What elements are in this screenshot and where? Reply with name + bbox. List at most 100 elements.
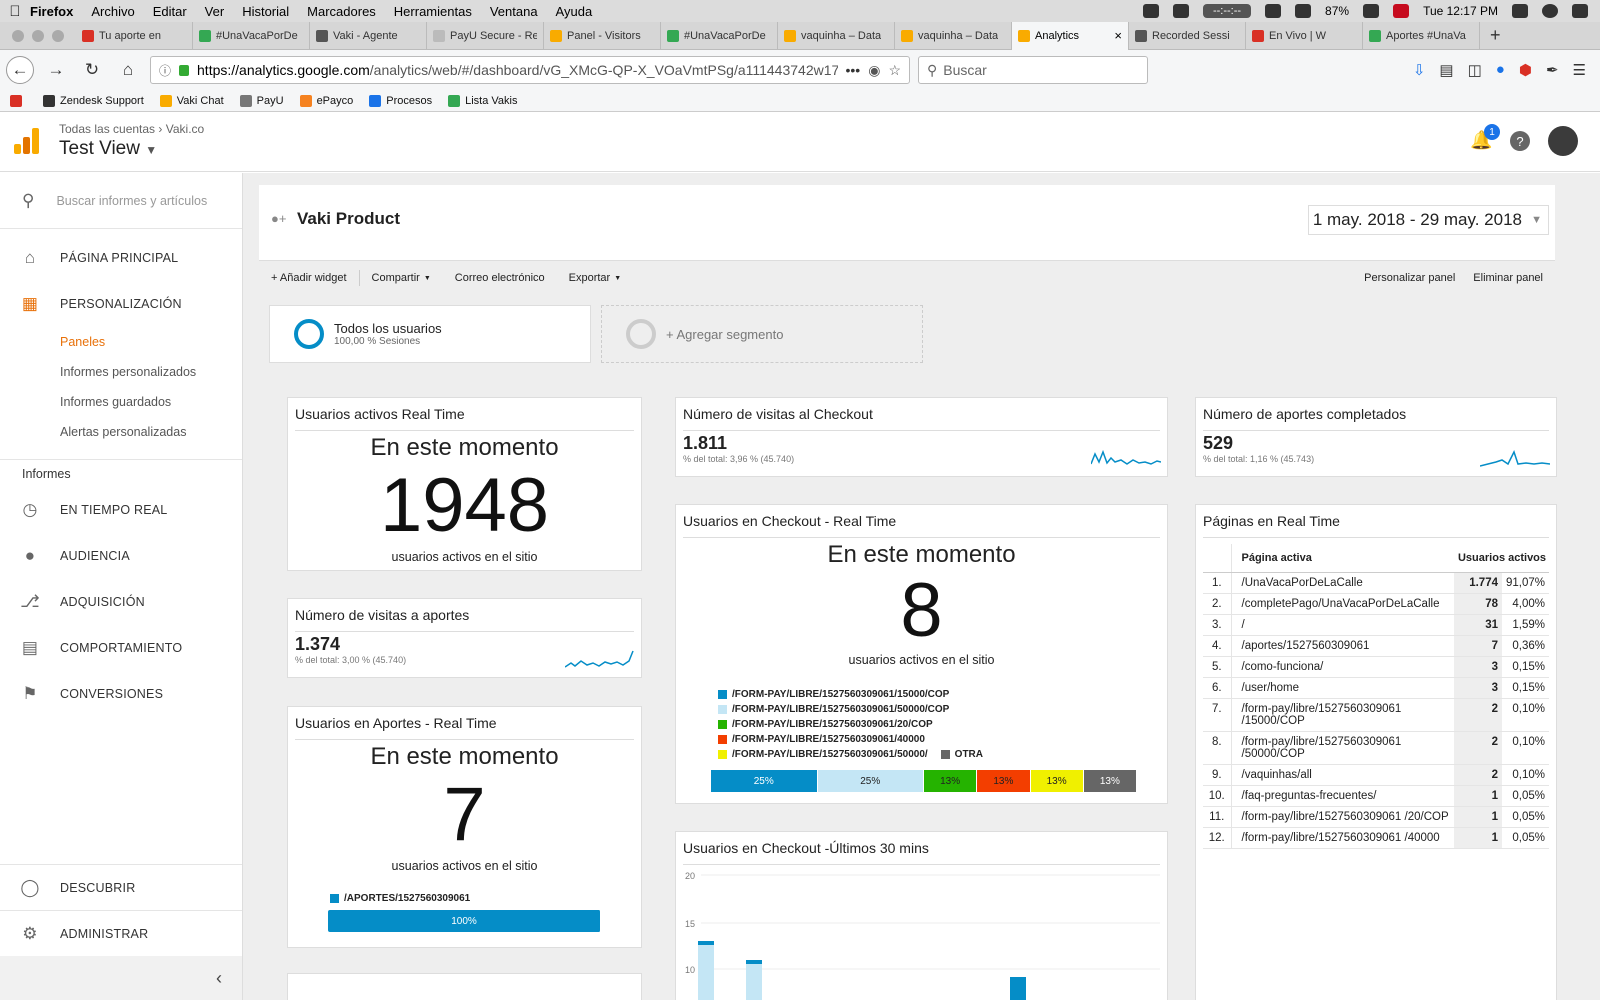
sidebar-icon[interactable]: ◫ bbox=[1467, 62, 1482, 79]
person-add-icon[interactable]: ●+ bbox=[271, 211, 287, 226]
row-page[interactable]: /vaquinhas/all bbox=[1231, 764, 1454, 786]
bookmark-item[interactable]: PayU bbox=[239, 94, 284, 107]
export-button[interactable]: Exportar ▼ bbox=[568, 272, 622, 284]
date-range-picker[interactable]: 1 may. 2018 - 29 may. 2018 ▼ bbox=[1307, 205, 1549, 235]
adblock-icon[interactable]: ⬢ bbox=[1518, 62, 1532, 79]
menu-icon[interactable]: ☰ bbox=[1572, 62, 1586, 79]
browser-tab[interactable]: vaquinha – Data bbox=[778, 21, 895, 50]
table-row[interactable]: 7./form-pay/libre/1527560309061 /15000/C… bbox=[1203, 698, 1549, 732]
customize-dashboard-button[interactable]: Personalizar panel bbox=[1364, 272, 1456, 284]
browser-tab[interactable]: En Vivo | W bbox=[1246, 21, 1363, 50]
share-button[interactable]: Compartir ▼ bbox=[371, 272, 431, 284]
table-row[interactable]: 2./completePago/UnaVacaPorDeLaCalle 78 4,0… bbox=[1203, 593, 1549, 615]
row-page[interactable]: /form-pay/libre/1527560309061 /40000 bbox=[1231, 827, 1454, 849]
add-widget-button[interactable]: + Añadir widget bbox=[271, 270, 360, 286]
browser-tab[interactable]: vaquinha – Data bbox=[895, 21, 1012, 50]
page-actions-icon[interactable]: ••• bbox=[845, 62, 861, 78]
avatar[interactable] bbox=[1548, 126, 1578, 156]
library-icon[interactable]: ▤ bbox=[1439, 62, 1454, 79]
table-row[interactable]: 9./vaquinhas/all 2 0,10% bbox=[1203, 764, 1549, 786]
row-page[interactable]: /como-funciona/ bbox=[1231, 656, 1454, 678]
battery-icon[interactable] bbox=[1363, 4, 1380, 18]
browser-tab[interactable]: Recorded Sessi bbox=[1129, 21, 1246, 50]
col-page[interactable]: Página activa bbox=[1231, 544, 1454, 573]
sidebar-sub-custom-alerts[interactable]: Alertas personalizadas bbox=[60, 425, 187, 439]
browser-tab[interactable]: Analytics × bbox=[1012, 21, 1129, 50]
battery-percent[interactable]: 87% bbox=[1325, 4, 1350, 18]
sidebar-sub-dashboards[interactable]: Paneles bbox=[60, 335, 106, 349]
volume-icon[interactable] bbox=[1295, 4, 1312, 18]
bookmark-item[interactable] bbox=[10, 94, 27, 107]
home-icon[interactable]: ⌂ bbox=[122, 60, 134, 79]
wifi-icon[interactable] bbox=[1265, 4, 1282, 18]
back-button[interactable]: ← bbox=[6, 56, 34, 84]
status-app-icon[interactable] bbox=[1172, 4, 1189, 18]
view-selector[interactable]: Test View ▼ bbox=[59, 138, 158, 159]
browser-tab[interactable]: Tu aporte en bbox=[76, 21, 193, 50]
reload-button[interactable]: ↻ bbox=[84, 60, 100, 79]
sidebar-item-customization[interactable]: ▦ PERSONALIZACIÓN bbox=[21, 294, 182, 313]
clock[interactable]: Tue 12:17 PM bbox=[1423, 4, 1498, 18]
flag-icon[interactable] bbox=[1393, 4, 1410, 18]
add-segment-button[interactable]: + Agregar segmento bbox=[601, 305, 923, 363]
record-icon[interactable] bbox=[1142, 4, 1159, 18]
sidebar-item-admin[interactable]: ⚙ ADMINISTRAR bbox=[0, 910, 242, 956]
menu-ventana[interactable]: Ventana bbox=[489, 3, 538, 19]
bookmark-item[interactable]: Procesos bbox=[369, 94, 432, 107]
spotlight-icon[interactable] bbox=[1512, 4, 1528, 18]
sidebar-item-behavior[interactable]: ▤ COMPORTAMIENTO bbox=[21, 638, 183, 657]
minimize-window-button[interactable] bbox=[32, 29, 44, 42]
delete-dashboard-button[interactable]: Eliminar panel bbox=[1473, 272, 1543, 284]
bookmark-item[interactable]: Lista Vakis bbox=[448, 94, 518, 107]
apple-icon[interactable]:  bbox=[0, 3, 30, 20]
sidebar-item-audience[interactable]: ● AUDIENCIA bbox=[0, 533, 242, 579]
extension-icon[interactable]: ● bbox=[1495, 61, 1505, 78]
report-search-input[interactable]: ⚲ Buscar informes y artículos bbox=[0, 173, 242, 229]
table-row[interactable]: 10./faq-preguntas-frecuentes/1 0,05% bbox=[1203, 785, 1549, 807]
browser-tab[interactable]: #UnaVacaPorDe bbox=[661, 21, 778, 50]
table-row[interactable]: 3./31 1,59% bbox=[1203, 614, 1549, 636]
eyedropper-icon[interactable]: ✒ bbox=[1545, 62, 1559, 79]
sidebar-item-acquisition[interactable]: ⎇ ADQUISICIÓN bbox=[20, 592, 145, 611]
info-icon[interactable]: ⓘ bbox=[159, 63, 172, 78]
close-tab-icon[interactable]: × bbox=[1114, 28, 1122, 43]
browser-tab[interactable]: #UnaVacaPorDe bbox=[193, 21, 310, 50]
breadcrumb[interactable]: Todas las cuentas › Vaki.co bbox=[59, 122, 205, 136]
notification-center-icon[interactable] bbox=[1572, 4, 1588, 18]
bookmark-item[interactable]: ePayco bbox=[299, 94, 353, 107]
collapse-sidebar-button[interactable]: ‹ bbox=[0, 956, 242, 1000]
menu-historial[interactable]: Historial bbox=[242, 3, 290, 19]
forward-button[interactable]: → bbox=[47, 60, 65, 79]
bell-icon[interactable]: 🔔 1 bbox=[1470, 124, 1500, 152]
segment-all-users[interactable]: Todos los usuarios 100,00 % Sesiones bbox=[269, 305, 591, 363]
menu-app-name[interactable]: Firefox bbox=[30, 3, 74, 19]
menu-archivo[interactable]: Archivo bbox=[91, 3, 135, 19]
menu-herramientas[interactable]: Herramientas bbox=[393, 3, 472, 19]
menu-ayuda[interactable]: Ayuda bbox=[555, 3, 593, 19]
row-page[interactable]: /form-pay/libre/1527560309061 /15000/COP bbox=[1231, 698, 1454, 732]
close-window-button[interactable] bbox=[12, 29, 24, 42]
menu-marcadores[interactable]: Marcadores bbox=[307, 3, 376, 19]
url-text[interactable]: https://analytics.google.com/analytics/w… bbox=[197, 62, 838, 78]
email-button[interactable]: Correo electrónico bbox=[454, 272, 545, 284]
row-page[interactable]: /aportes/1527560309061 bbox=[1231, 635, 1454, 657]
sidebar-sub-saved-reports[interactable]: Informes guardados bbox=[60, 395, 172, 409]
table-row[interactable]: 11./form-pay/libre/1527560309061 /20/COP… bbox=[1203, 806, 1549, 828]
browser-tab[interactable]: Aportes #UnaVa bbox=[1363, 21, 1480, 50]
sidebar-item-home[interactable]: ⌂ PÁGINA PRINCIPAL bbox=[0, 235, 242, 281]
browser-tab[interactable]: PayU Secure - Repo bbox=[427, 21, 544, 50]
download-icon[interactable]: ⇩ bbox=[1412, 62, 1426, 79]
sidebar-sub-custom-reports[interactable]: Informes personalizados bbox=[60, 365, 197, 379]
menu-ver[interactable]: Ver bbox=[204, 3, 225, 19]
new-tab-button[interactable]: + bbox=[1490, 25, 1501, 45]
sidebar-item-conversions[interactable]: ⚑ CONVERSIONES bbox=[0, 671, 242, 717]
row-page[interactable]: /form-pay/libre/1527560309061 /50000/COP bbox=[1231, 731, 1454, 765]
siri-icon[interactable] bbox=[1542, 4, 1558, 18]
table-row[interactable]: 6./user/home 3 0,15% bbox=[1203, 677, 1549, 699]
table-row[interactable]: 4./aportes/1527560309061 7 0,36% bbox=[1203, 635, 1549, 657]
row-page[interactable]: /completePago/UnaVacaPorDeLaCalle bbox=[1231, 593, 1454, 615]
table-row[interactable]: 5./como-funciona/3 0,15% bbox=[1203, 656, 1549, 678]
browser-tab[interactable]: Vaki - Agente bbox=[310, 21, 427, 50]
table-row[interactable]: 1./UnaVacaPorDeLaCalle 1.774 91,07% bbox=[1203, 572, 1549, 594]
url-bar[interactable]: ⓘ https://analytics.google.com/analytics… bbox=[150, 56, 910, 84]
